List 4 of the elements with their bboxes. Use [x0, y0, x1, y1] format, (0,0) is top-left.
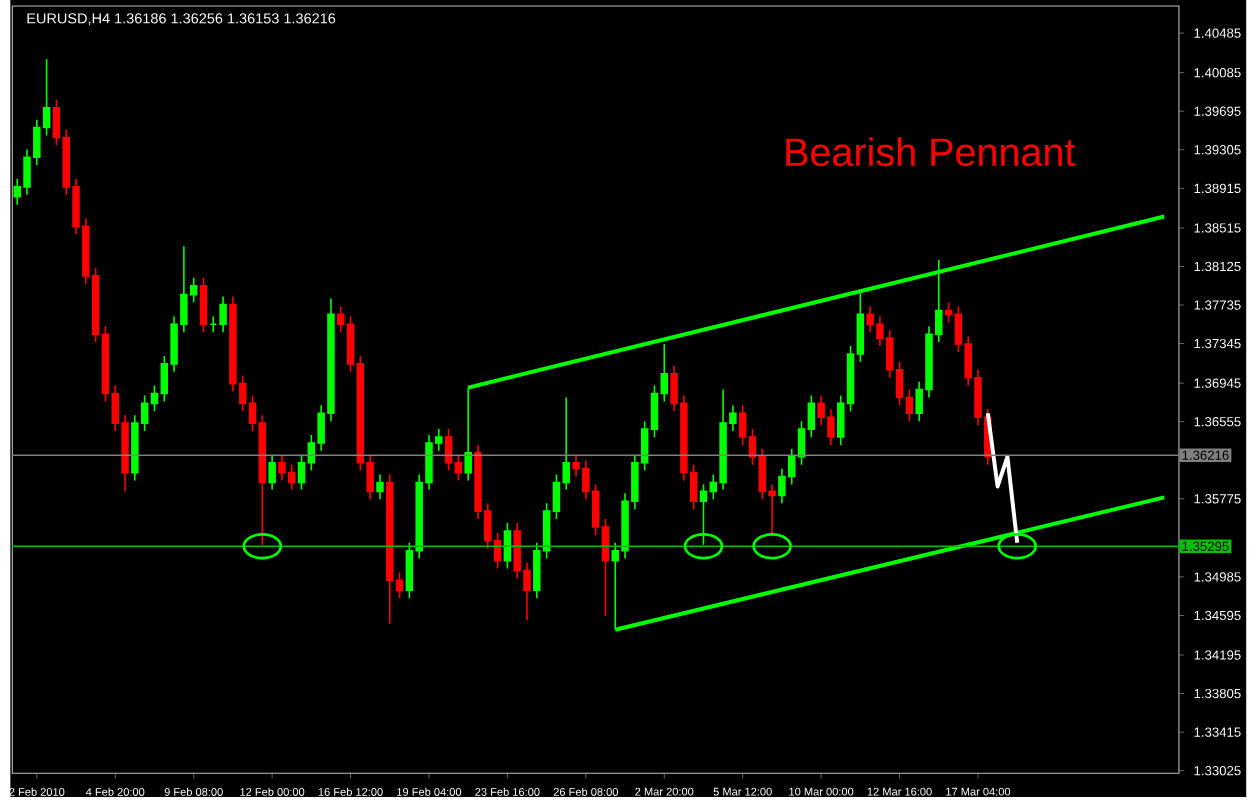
annotation: Bearish Pennant [786, 136, 1076, 166]
candlestick [376, 473, 384, 500]
candlestick [268, 453, 276, 490]
line-series [985, 410, 1020, 545]
